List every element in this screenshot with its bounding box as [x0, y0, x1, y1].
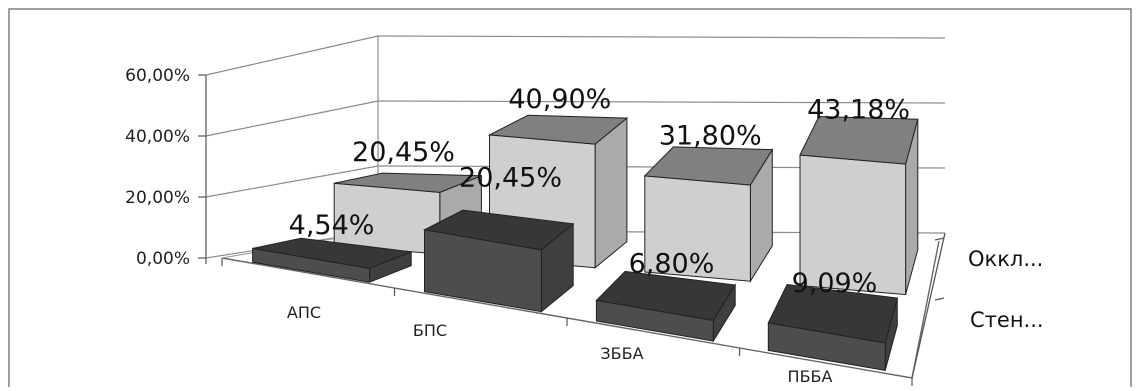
bar-layer — [252, 114, 919, 371]
bar-top-face — [595, 270, 737, 321]
data-label: 40,90% — [508, 84, 611, 115]
bar-top-face — [487, 114, 629, 145]
axis-layer: 0,00% 20,00% 40,00% 60,00% АПС БПС ЗББА ПББА — [125, 66, 946, 386]
depth-tick-mark — [934, 237, 945, 241]
data-label: 20,45% — [459, 162, 562, 193]
data-label: 9,09% — [792, 268, 878, 299]
data-label: 4,54% — [289, 210, 375, 241]
data-label: 43,18% — [807, 95, 910, 126]
bar-top-face — [252, 237, 412, 269]
category-label: АПС — [287, 303, 321, 322]
bar-top-face — [767, 283, 898, 344]
y-tick-label: 0,00% — [136, 249, 190, 269]
bar-top-face — [799, 115, 919, 165]
data-label: 20,45% — [352, 137, 455, 168]
y-tick-label: 60,00% — [125, 66, 190, 86]
category-label: ПББА — [788, 367, 833, 386]
y-tick-label: 40,00% — [125, 127, 190, 147]
depth-tick-mark — [934, 297, 945, 301]
bar-top-face — [422, 209, 575, 251]
category-label: ЗББА — [600, 344, 643, 363]
series-label: Оккл... — [968, 247, 1043, 271]
y-tick-label: 20,00% — [125, 188, 190, 208]
series-label: Стен... — [970, 308, 1044, 332]
bar-top-face — [643, 146, 774, 186]
depth-axis-line — [911, 232, 946, 379]
data-label: 31,80% — [659, 120, 762, 151]
category-label: БПС — [413, 321, 447, 340]
data-label: 6,80% — [629, 248, 715, 279]
bar-top-face — [334, 172, 482, 193]
label-layer: Стен... Оккл... 20,45% 40,90% 31,80% 43,18% 4,… — [289, 84, 1044, 332]
